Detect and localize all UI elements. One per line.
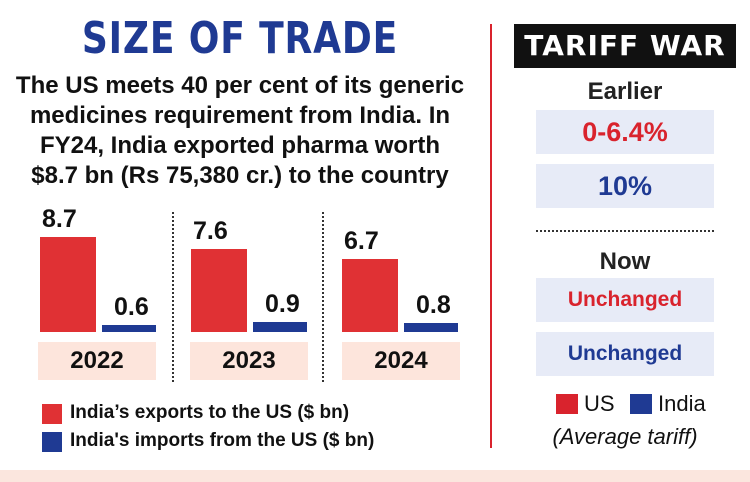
legend-swatch-us [556,394,578,414]
panel-divider [490,24,492,448]
year-label-2024: 2024 [342,342,460,380]
value-label-exports-2022: 8.7 [42,205,77,233]
value-label-exports-2023: 7.6 [193,217,228,245]
group-separator-1 [172,212,174,382]
now-us-tariff: Unchanged [536,278,714,322]
earlier-label: Earlier [587,78,663,105]
earlier-india-tariff: 10% [536,164,714,208]
value-label-imports-2022: 0.6 [114,293,149,322]
bar-exports-2023 [191,249,247,332]
subtitle-line-4: $8.7 bn (Rs 75,380 cr.) to the country [31,162,449,189]
subtitle-line-3: FY24, India exported pharma worth [39,132,441,159]
tariff-header: TARIFF WAR [514,24,736,68]
bar-imports-2024 [404,323,458,332]
legend-swatch-imports [42,432,62,452]
bar-exports-2022 [40,237,96,332]
footer-strip [0,470,750,482]
bar-chart: 8.7 0.6 7.6 0.9 6.7 0.8 [40,205,458,332]
value-label-imports-2023: 0.9 [265,290,300,319]
legend-swatch-exports [42,404,62,424]
group-separator-2 [322,212,324,382]
bar-imports-2022 [102,325,156,332]
now-india-tariff: Unchanged [536,332,714,376]
bar-exports-2024 [342,258,398,332]
year-label-2022: 2022 [38,342,156,380]
legend-label-exports: India’s exports to the US ($ bn) [70,402,350,423]
chart-title: SIZE OF TRADE [81,13,399,64]
legend-label-us: US [584,391,615,416]
now-label: Now [599,248,651,275]
earlier-us-tariff: 0-6.4% [536,110,714,154]
value-label-imports-2024: 0.8 [416,291,451,320]
legend-label-india: India [658,391,706,416]
subtitle-line-1: The US meets 40 per cent of its generic [15,72,465,99]
subtitle-line-2: medicines requirement from India. In [29,102,451,129]
legend-label-imports: India's imports from the US ($ bn) [70,430,375,451]
tariff-note: (Average tariff) [552,424,698,449]
year-label-2023: 2023 [190,342,308,380]
legend-swatch-india [630,394,652,414]
bar-imports-2023 [253,322,307,332]
value-label-exports-2024: 6.7 [344,226,379,255]
tariff-divider [536,230,714,232]
